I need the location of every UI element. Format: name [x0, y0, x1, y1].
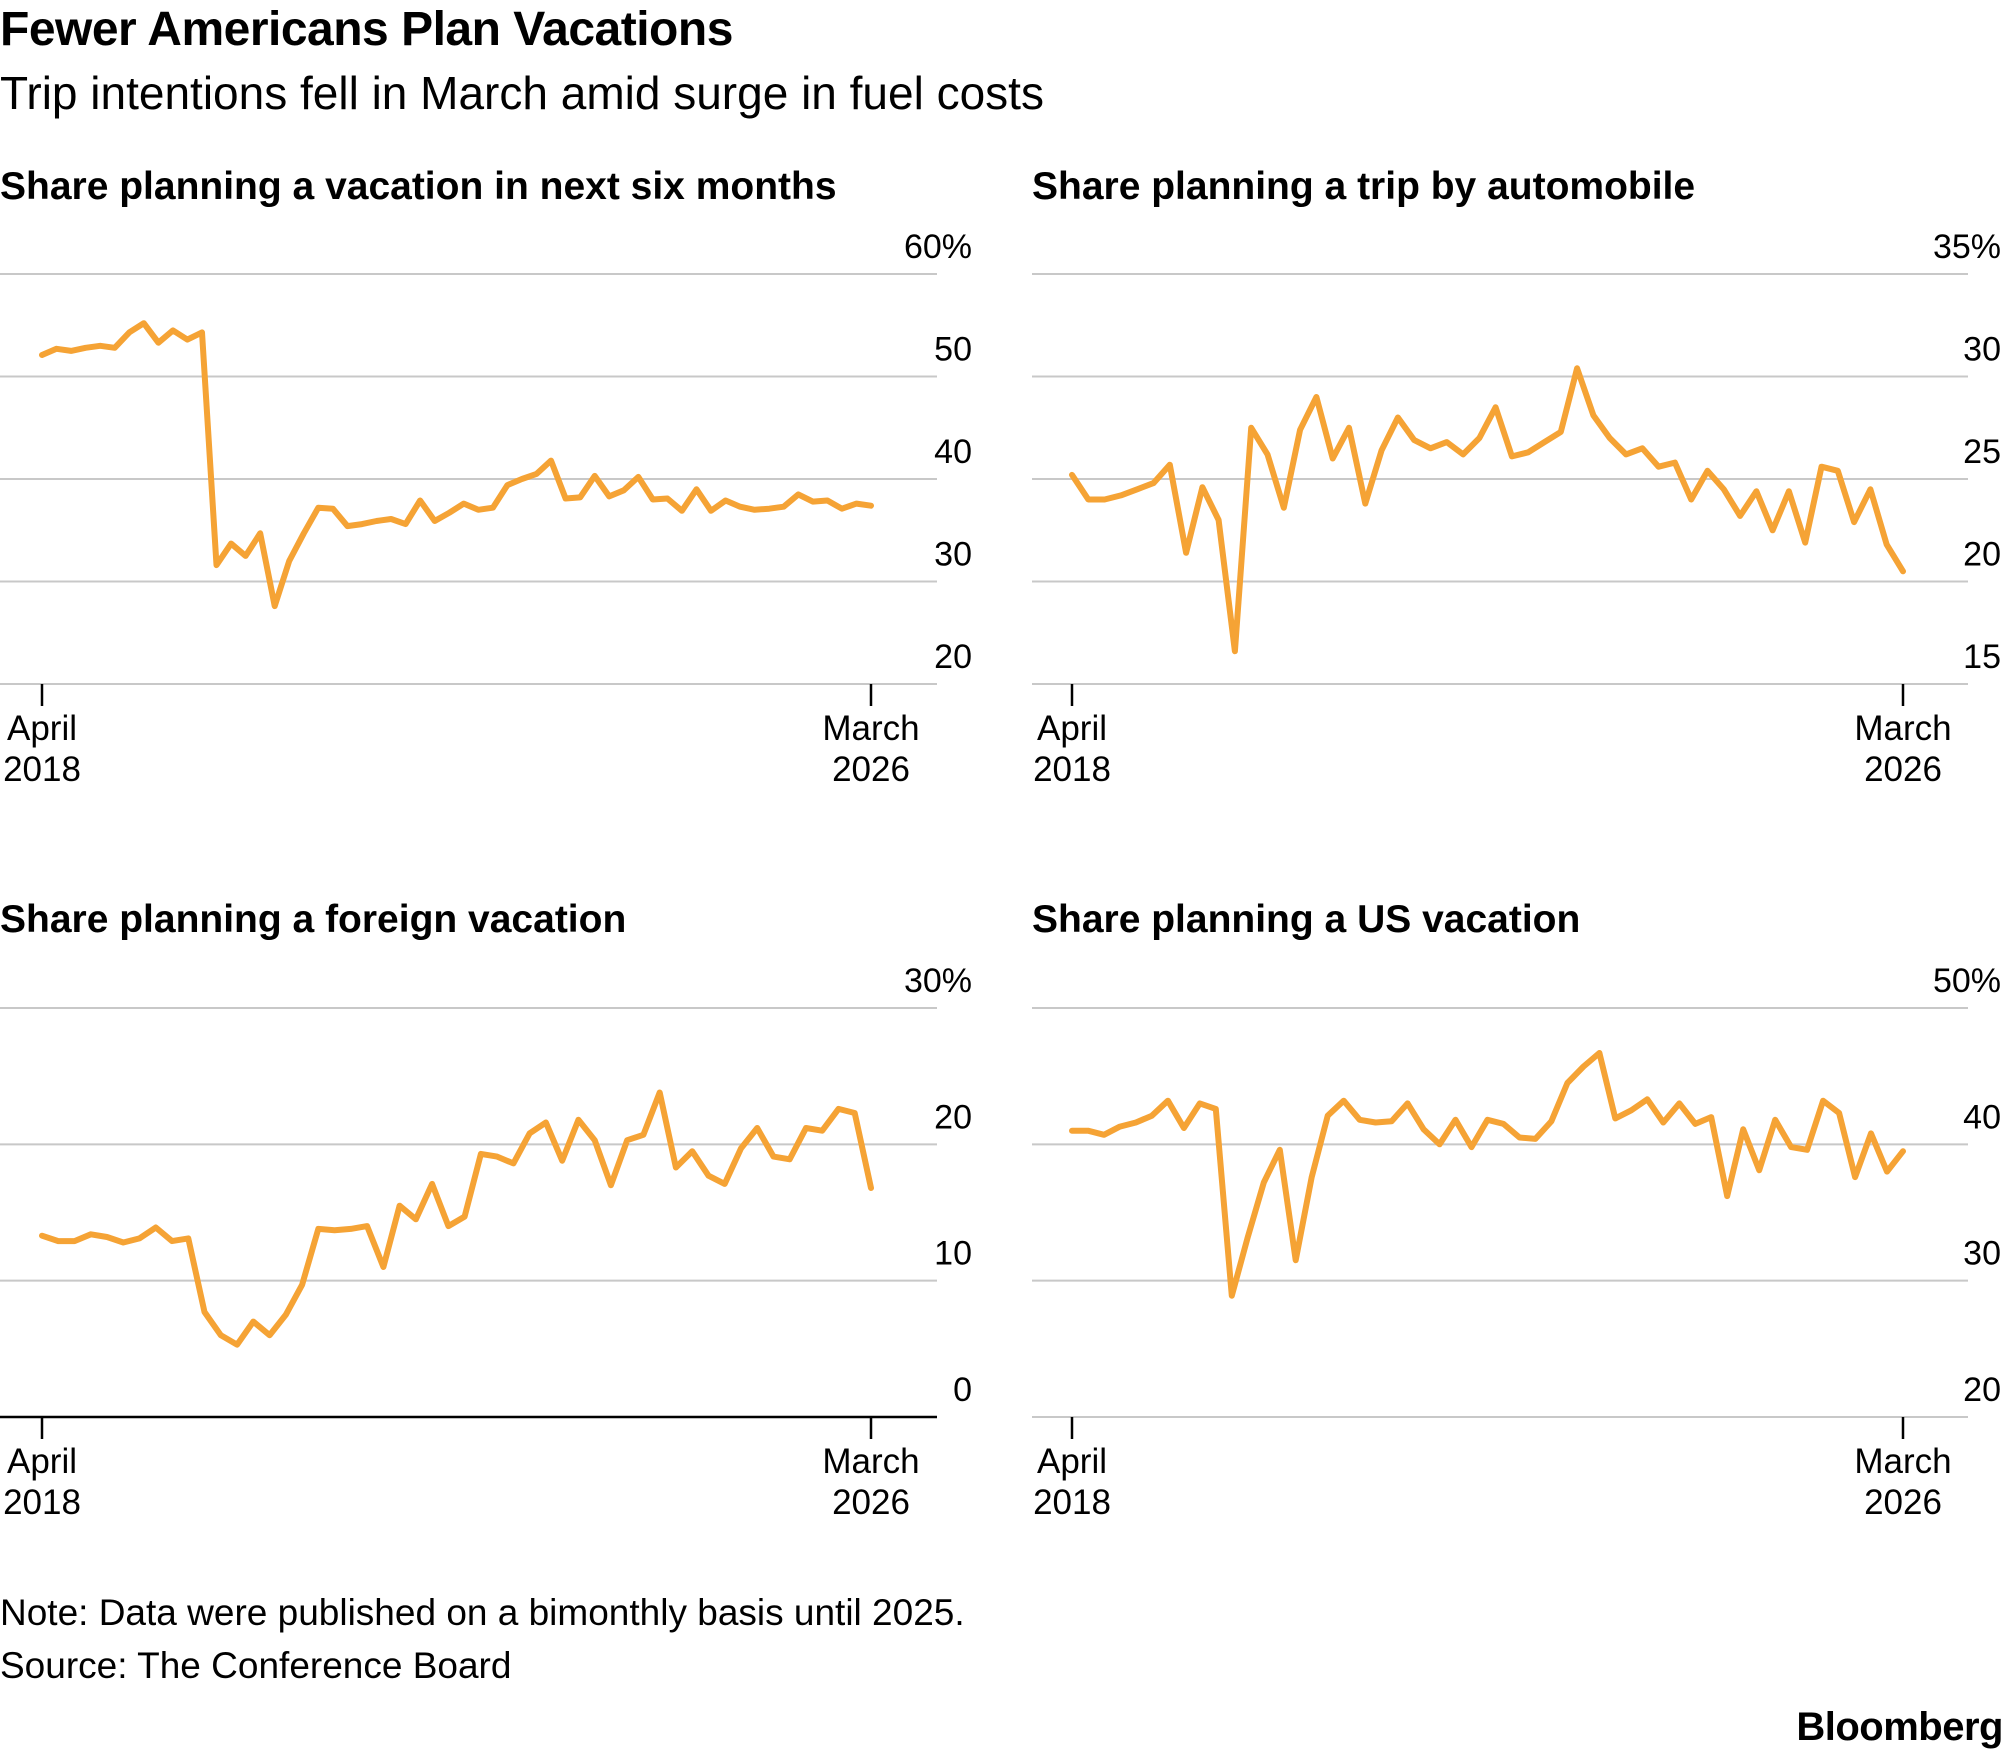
panel-title-automobile: Share planning a trip by automobile [1032, 165, 1696, 208]
us-x-end-label: March [1854, 1442, 1951, 1481]
us-y-tick-label: 50% [1933, 962, 2001, 1000]
automobile-y-tick-label: 25 [1963, 433, 2001, 471]
automobile-y-tick-label: 35% [1933, 228, 2001, 266]
vacation-x-start-label: April [7, 709, 77, 748]
foreign-x-end-label: 2026 [832, 1483, 910, 1522]
automobile-y-tick-label: 20 [1963, 536, 2001, 574]
us-y-tick-label: 20 [1963, 1371, 2001, 1409]
automobile-x-end-label: March [1854, 709, 1951, 748]
us-y-tick-label: 30 [1963, 1235, 2001, 1273]
foreign-x-start-label: April [7, 1442, 77, 1481]
automobile-series-line [1069, 365, 1906, 655]
chart-subtitle: Trip intentions fell in March amid surge… [0, 67, 1044, 119]
foreign-y-tick-label: 10 [934, 1235, 972, 1273]
vacation-x-start-label: 2018 [3, 750, 81, 789]
vacation-y-tick-label: 60% [904, 228, 972, 266]
footnote: Note: Data were published on a bimonthly… [0, 1592, 965, 1633]
source-line: Source: The Conference Board [0, 1645, 512, 1686]
us-x-end-label: 2026 [1864, 1483, 1942, 1522]
vacation-y-tick-label: 30 [934, 536, 972, 574]
us-x-start-label: 2018 [1033, 1483, 1111, 1522]
chart-title: Fewer Americans Plan Vacations [0, 3, 733, 56]
automobile-y-tick-label: 15 [1963, 638, 2001, 676]
foreign-y-tick-label: 30% [904, 962, 972, 1000]
automobile-x-end-label: 2026 [1864, 750, 1942, 789]
vacation-x-end-label: 2026 [832, 750, 910, 789]
automobile-x-start-label: 2018 [1033, 750, 1111, 789]
vacation-x-end-label: March [822, 709, 919, 748]
panel-title-vacation: Share planning a vacation in next six mo… [0, 165, 837, 208]
automobile-y-tick-label: 30 [1963, 331, 2001, 369]
foreign-y-tick-label: 20 [934, 1098, 972, 1136]
foreign-x-start-label: 2018 [3, 1483, 81, 1522]
panel-title-us: Share planning a US vacation [1032, 898, 1581, 941]
panel-title-foreign: Share planning a foreign vacation [0, 898, 627, 941]
us-x-start-label: April [1037, 1442, 1107, 1481]
foreign-series-line [39, 1089, 874, 1348]
automobile-x-start-label: April [1037, 709, 1107, 748]
vacation-y-tick-label: 40 [934, 433, 972, 471]
foreign-x-end-label: March [822, 1442, 919, 1481]
us-y-tick-label: 40 [1963, 1098, 2001, 1136]
vacation-y-tick-label: 50 [934, 331, 972, 369]
us-series-line [1069, 1050, 1906, 1299]
bloomberg-logo: Bloomberg [1796, 1705, 2003, 1749]
foreign-y-tick-label: 0 [953, 1371, 972, 1409]
vacation-y-tick-label: 20 [934, 638, 972, 676]
vacation-series-line [39, 320, 874, 610]
